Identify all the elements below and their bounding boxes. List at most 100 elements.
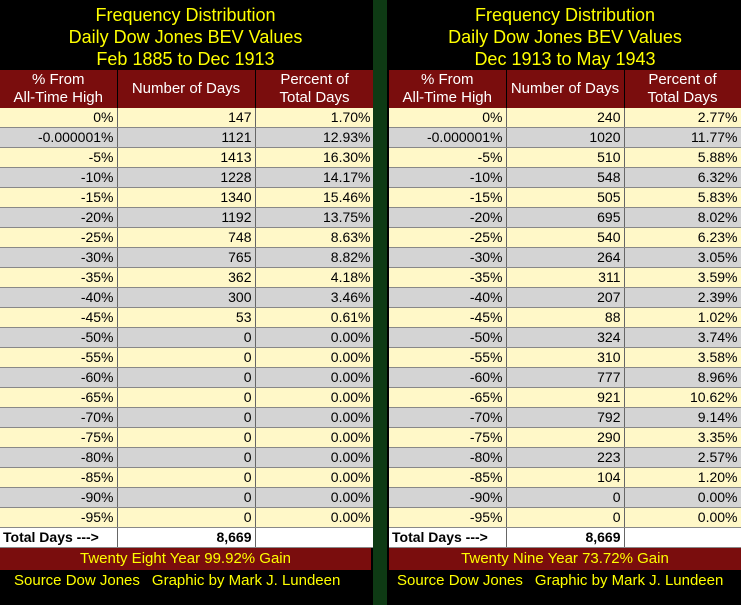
source-text: Source Dow Jones	[397, 572, 523, 589]
table-row: -40% 207 2.39%	[389, 287, 741, 308]
cell-number-of-days: 1121	[117, 127, 256, 148]
cell-percent-from-high: -25%	[389, 227, 507, 248]
column-header-number-of-days: Number of Days	[117, 70, 256, 108]
table-panel-1913-1943: Frequency Distribution Daily Dow Jones B…	[389, 0, 741, 605]
cell-percent-of-total: 0.00%	[255, 487, 375, 508]
header-line: All-Time High	[402, 89, 492, 106]
panel-date-range: Dec 1913 to May 1943	[474, 49, 656, 69]
header-row: % From All-Time High Number of Days Perce…	[389, 70, 741, 108]
frequency-table: % From All-Time High Number of Days Perce…	[389, 70, 741, 548]
cell-number-of-days: 0	[117, 367, 256, 388]
cell-percent-from-high: -55%	[389, 347, 507, 368]
cell-percent-of-total: 13.75%	[255, 207, 375, 228]
cell-number-of-days: 1192	[117, 207, 256, 228]
table-row: -15% 1340 15.46%	[0, 187, 375, 208]
column-header-number-of-days: Number of Days	[506, 70, 625, 108]
table-row: -30% 765 8.82%	[0, 247, 375, 268]
cell-percent-of-total: 8.82%	[255, 247, 375, 268]
credit-text: Graphic by Mark J. Lundeen	[534, 572, 724, 589]
source-line: Source Dow Jones Graphic by Mark J. Lunde…	[389, 570, 741, 592]
cell-percent-from-high: -80%	[389, 447, 507, 468]
cell-number-of-days: 0	[117, 487, 256, 508]
cell-number-of-days: 510	[506, 147, 625, 168]
cell-percent-of-total: 1.70%	[255, 108, 375, 128]
cell-percent-from-high: -20%	[389, 207, 507, 228]
cell-number-of-days: 310	[506, 347, 625, 368]
cell-percent-from-high: -85%	[0, 467, 118, 488]
cell-number-of-days: 147	[117, 108, 256, 128]
cell-percent-of-total: 0.00%	[624, 487, 741, 508]
table-row: -80% 0 0.00%	[0, 447, 375, 468]
cell-percent-of-total: 2.39%	[624, 287, 741, 308]
cell-percent-of-total: 8.63%	[255, 227, 375, 248]
table-row: -0.000001% 1121 12.93%	[0, 127, 375, 148]
table-row: -25% 540 6.23%	[389, 227, 741, 248]
cell-percent-from-high: -10%	[0, 167, 118, 188]
cell-percent-of-total: 3.05%	[624, 247, 741, 268]
cell-percent-of-total: 10.62%	[624, 387, 741, 408]
cell-percent-from-high: -5%	[389, 147, 507, 168]
cell-percent-of-total: 3.35%	[624, 427, 741, 448]
cell-percent-from-high: -35%	[389, 267, 507, 288]
table-row: -60% 777 8.96%	[389, 367, 741, 388]
panel-title-line-1: Frequency Distribution	[474, 5, 656, 25]
cell-number-of-days: 362	[117, 267, 256, 288]
cell-percent-of-total: 1.20%	[624, 467, 741, 488]
cell-percent-from-high: -45%	[389, 307, 507, 328]
panel-title-line-1: Frequency Distribution	[95, 5, 276, 25]
cell-percent-from-high: -15%	[0, 187, 118, 208]
panel-title-line-2: Daily Dow Jones BEV Values	[448, 27, 682, 47]
cell-percent-from-high: -20%	[0, 207, 118, 228]
panel-title-line-2: Daily Dow Jones BEV Values	[68, 27, 303, 47]
cell-percent-of-total: 11.77%	[624, 127, 741, 148]
cell-number-of-days: 0	[117, 427, 256, 448]
cell-number-of-days: 1340	[117, 187, 256, 208]
cell-number-of-days: 53	[117, 307, 256, 328]
total-value: 8,669	[506, 527, 625, 548]
cell-percent-of-total: 14.17%	[255, 167, 375, 188]
cell-number-of-days: 1228	[117, 167, 256, 188]
table-row: -45% 88 1.02%	[389, 307, 741, 328]
table-row: 0% 147 1.70%	[0, 108, 375, 128]
table-row: -85% 0 0.00%	[0, 467, 375, 488]
table-row: -90% 0 0.00%	[389, 487, 741, 508]
cell-number-of-days: 0	[117, 327, 256, 348]
cell-percent-of-total: 0.00%	[255, 447, 375, 468]
cell-percent-from-high: -90%	[0, 487, 118, 508]
header-line: Percent of	[280, 71, 349, 88]
header-row: % From All-Time High Number of Days Perce…	[0, 70, 375, 108]
cell-percent-of-total: 4.18%	[255, 267, 375, 288]
cell-percent-from-high: -50%	[389, 327, 507, 348]
table-row: -90% 0 0.00%	[0, 487, 375, 508]
table-row: -80% 223 2.57%	[389, 447, 741, 468]
table-row: -20% 695 8.02%	[389, 207, 741, 228]
cell-number-of-days: 505	[506, 187, 625, 208]
table-row: -5% 1413 16.30%	[0, 147, 375, 168]
cell-number-of-days: 324	[506, 327, 625, 348]
cell-percent-of-total: 8.96%	[624, 367, 741, 388]
cell-percent-from-high: -30%	[0, 247, 118, 268]
column-header-percent-from-high: % From All-Time High	[0, 70, 118, 108]
cell-number-of-days: 207	[506, 287, 625, 308]
cell-percent-from-high: -75%	[0, 427, 118, 448]
cell-number-of-days: 223	[506, 447, 625, 468]
cell-percent-of-total: 0.00%	[255, 427, 375, 448]
table-row: -50% 0 0.00%	[0, 327, 375, 348]
cell-percent-from-high: -50%	[0, 327, 118, 348]
cell-percent-from-high: -40%	[0, 287, 118, 308]
cell-number-of-days: 264	[506, 247, 625, 268]
cell-number-of-days: 695	[506, 207, 625, 228]
cell-percent-of-total: 0.00%	[255, 467, 375, 488]
credit-text: Graphic by Mark J. Lundeen	[151, 572, 341, 589]
frequency-table: % From All-Time High Number of Days Perce…	[0, 70, 375, 548]
cell-percent-of-total: 0.00%	[624, 507, 741, 528]
cell-percent-from-high: -15%	[389, 187, 507, 208]
header-line: Percent of	[648, 71, 717, 88]
cell-number-of-days: 540	[506, 227, 625, 248]
cell-number-of-days: 0	[506, 487, 625, 508]
table-row: -15% 505 5.83%	[389, 187, 741, 208]
panel-divider	[373, 0, 387, 605]
cell-percent-of-total: 9.14%	[624, 407, 741, 428]
table-row: -75% 290 3.35%	[389, 427, 741, 448]
cell-percent-of-total: 0.00%	[255, 347, 375, 368]
